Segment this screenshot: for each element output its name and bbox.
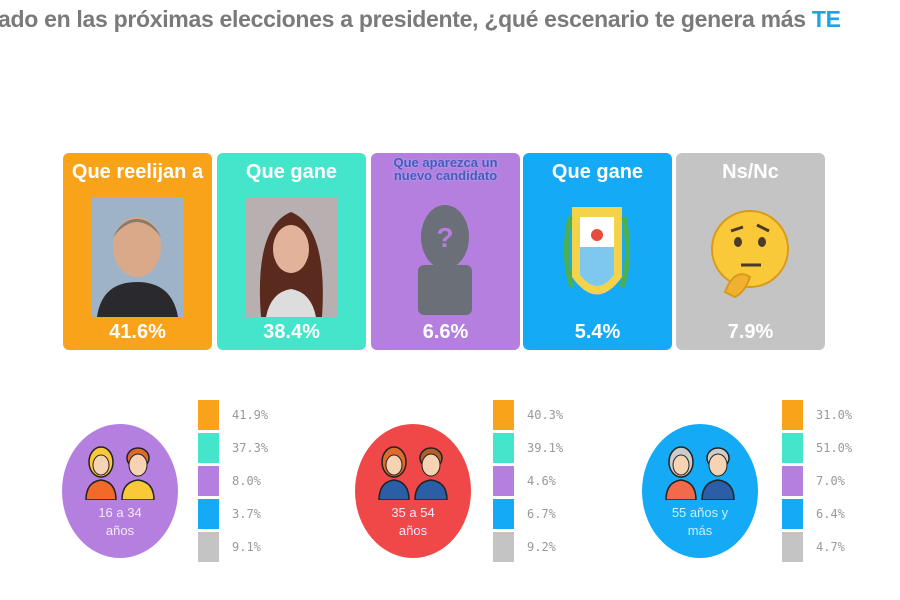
scenario-card: Que aparezca un nuevo candidato ? 6.6% — [371, 153, 520, 350]
legend-swatch — [493, 400, 514, 430]
age-group-value: 3.7% — [232, 507, 261, 521]
scenario-label: Ns/Nc — [722, 161, 779, 183]
age-group-value: 6.4% — [816, 507, 845, 521]
legend-swatch — [493, 466, 514, 496]
age-group-value: 8.0% — [232, 474, 261, 488]
legend-swatch — [198, 466, 219, 496]
legend-swatch — [782, 499, 803, 529]
title-highlight: TE — [811, 6, 841, 32]
legend-swatch — [782, 532, 803, 562]
legend-swatch — [198, 433, 219, 463]
scenario-value: 38.4% — [263, 321, 320, 343]
age-group-value: 31.0% — [816, 408, 853, 422]
age-group-value: 37.3% — [232, 441, 269, 455]
legend-swatch — [493, 433, 514, 463]
thinking-face-emoji — [711, 210, 789, 299]
people-icon — [665, 446, 735, 500]
age-group-value: 39.1% — [527, 441, 564, 455]
age-group-label: 35 a 54 años — [391, 505, 435, 538]
scenario-label: Que reelijan a — [71, 161, 204, 183]
unknown-silhouette-icon: ? — [418, 205, 472, 315]
legend-swatch — [493, 499, 514, 529]
scenario-card: Que gane 5.4% — [523, 153, 672, 350]
legend-swatch — [782, 466, 803, 496]
scenario-label: Que aparezca un nuevo candidato — [393, 155, 498, 183]
age-group-value: 4.6% — [527, 474, 556, 488]
people-icon — [378, 446, 448, 500]
page-title: ado en las próximas elecciones a preside… — [0, 6, 841, 33]
scenario-value: 5.4% — [574, 321, 621, 343]
age-group-value: 40.3% — [527, 408, 564, 422]
scenario-card: Ns/Nc 7.9% — [676, 153, 825, 350]
age-group-value: 51.0% — [816, 441, 853, 455]
age-group-label: 55 años y más — [671, 505, 729, 538]
legend-swatch — [198, 499, 219, 529]
scenario-value: 7.9% — [727, 321, 774, 343]
legend-swatch — [782, 400, 803, 430]
age-group-value: 41.9% — [232, 408, 269, 422]
scenario-label: Que gane — [551, 161, 644, 183]
title-text: ado en las próximas elecciones a preside… — [0, 6, 812, 32]
age-group-circle: 16 a 34 años — [62, 424, 178, 558]
scenario-card: Que reelijan a 41.6% — [63, 153, 212, 350]
people-icon — [85, 446, 155, 500]
age-group-label: 16 a 34 años — [98, 505, 142, 538]
age-group-circle: 55 años y más — [642, 424, 758, 558]
age-group-value: 4.7% — [816, 540, 845, 554]
legend-swatch — [198, 532, 219, 562]
legend-swatch — [198, 400, 219, 430]
age-group-value: 7.0% — [816, 474, 845, 488]
age-group-value: 9.2% — [527, 540, 556, 554]
candidate-photo-man — [92, 197, 183, 317]
scenario-value: 6.6% — [422, 321, 469, 343]
scenario-value: 41.6% — [109, 321, 166, 343]
party-shield-icon — [563, 207, 631, 295]
age-group-value: 6.7% — [527, 507, 556, 521]
svg-text:?: ? — [436, 222, 453, 253]
scenario-card: Que gane 38.4% — [217, 153, 366, 350]
legend-swatch — [782, 433, 803, 463]
candidate-photo-woman — [246, 197, 337, 317]
age-group-value: 9.1% — [232, 540, 261, 554]
age-group-circle: 35 a 54 años — [355, 424, 471, 558]
scenario-label: Que gane — [245, 161, 338, 183]
legend-swatch — [493, 532, 514, 562]
